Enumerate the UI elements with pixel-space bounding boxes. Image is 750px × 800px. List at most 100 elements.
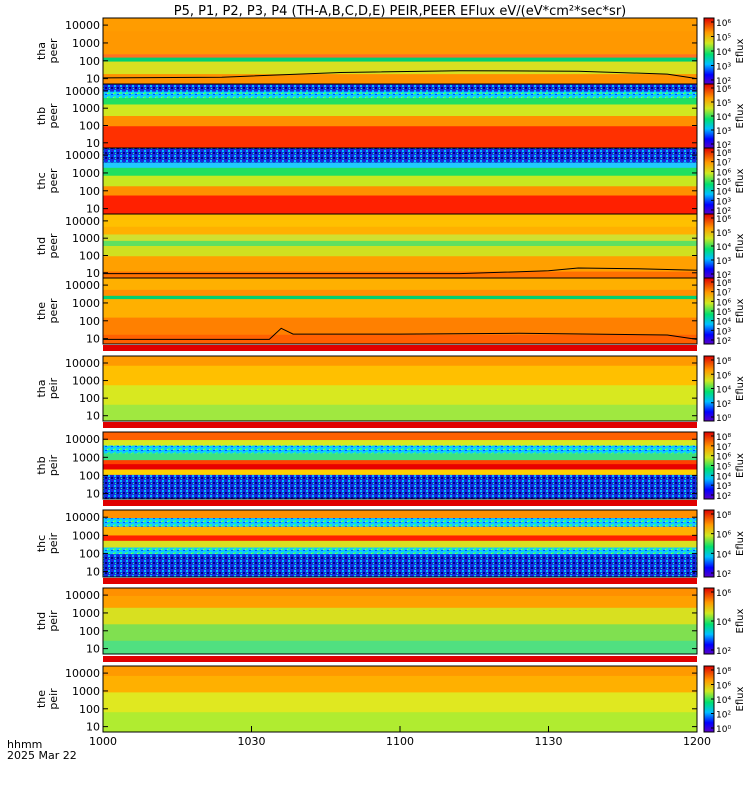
colorbar-tick-label: 10² [716,570,731,580]
colorbar-tick-label: 10³ [716,257,731,267]
colorbar-tick-label: 10⁴ [716,550,731,560]
panel-label-probe: the [35,690,48,708]
spectrogram-band [103,91,697,99]
colorbar-tick-label: 10² [716,647,731,657]
fill-band [103,656,697,662]
panel-label-probe: thc [35,535,48,552]
spectrogram-band [103,148,697,164]
spectrogram-band [103,385,697,406]
x-label-date: 2025 Mar 22 [7,749,77,762]
spectrogram-band [103,31,697,55]
x-tick-label: 1130 [535,735,563,748]
spectrogram-band [103,540,697,549]
colorbar-tick-label: 10⁵ [716,229,731,239]
colorbar-tick-label: 10⁰ [716,414,731,424]
potential-line [103,267,698,275]
x-label-hhmm: hhmm [7,738,42,751]
y-tick-label: 100 [79,625,100,638]
colorbar-tick-label: 10⁵ [716,34,731,44]
spectrogram-band [103,84,697,93]
panel-thc-peer: 10000 1000 100 10 thc peer 10⁸10⁷10⁶10⁵10⁴10³1… [35,147,746,217]
panel-frame [102,355,698,422]
colorbar-label: Eflux [735,453,746,478]
x-axis: 1000 1030 1100 1130 1200 [89,726,711,748]
panel-label-type: peir [47,688,60,710]
colorbar-label: Eflux [735,103,746,128]
y-tick-label: 10000 [65,85,100,98]
spectrogram-band [103,162,697,169]
colorbar-label: Eflux [735,233,746,258]
colorbar-tick-label: 10² [716,141,731,151]
panel-thd-peir: 10000 1000 100 10 thd peir 10⁶ 10⁴ 10² Eflux [35,578,746,657]
colorbar-tick-label: 10⁴ [716,472,731,482]
spectrogram-band [103,547,697,555]
colorbar-tick-label: 10² [716,207,731,217]
spectrogram-band [103,588,697,597]
spectrogram-band [103,167,697,177]
colorbar-tick-label: 10⁸ [716,667,731,677]
y-tick-label: 10 [86,267,100,280]
y-tick-label: 10 [86,410,100,423]
y-tick-label: 10 [86,566,100,579]
colorbar-tick-label: 10⁴ [716,696,731,706]
colorbar-tick-label: 10⁵ [716,463,731,473]
spectrogram-band [103,278,697,291]
y-tick-label: 1000 [72,529,100,542]
y-tick-label: 1000 [72,232,100,245]
panel-label-probe: thb [35,456,48,474]
colorbar-tick-label: 10⁶ [716,371,731,381]
y-tick-label: 10000 [65,215,100,228]
spectrogram-band [103,453,697,461]
spectrogram-band [103,440,697,446]
spectrogram-band [103,195,697,215]
colorbar-tick-label: 10⁷ [716,443,731,453]
spectrogram-band [103,271,697,279]
colorbar-tick-label: 10⁶ [716,589,731,599]
spectrogram-band [103,554,697,578]
panel-label-type: peer [47,298,60,324]
y-tick-label: 1000 [72,607,100,620]
colorbar-tick-label: 10² [716,337,731,347]
spectrogram-band [103,256,697,273]
colorbar-tick-label: 10⁷ [716,159,731,169]
spectrogram-band [103,432,697,441]
colorbar-tick-label: 10⁶ [716,215,731,225]
y-tick-label: 100 [79,185,100,198]
y-tick-label: 10 [86,721,100,734]
y-tick-label: 10 [86,643,100,656]
spectrogram-band [103,289,697,297]
y-tick-label: 10000 [65,667,100,680]
spectrogram-band [103,175,697,187]
spectrogram-band [103,226,697,235]
spectrogram-band [103,675,697,693]
spectrogram-band [103,334,697,345]
spectrogram-band [103,74,697,85]
colorbar-tick-label: 10² [716,400,731,410]
y-tick-label: 1000 [72,451,100,464]
colorbar-tick-label: 10² [716,711,731,721]
panel-label-probe: thd [35,612,48,630]
colorbar-tick-label: 10⁸ [716,511,731,521]
spectrogram-band [103,299,697,319]
spectrogram-band [103,214,697,228]
spectrogram-band [103,186,697,197]
colorbar-label: Eflux [735,686,746,711]
spectrogram-band [103,54,697,59]
y-tick-label: 10000 [65,19,100,32]
colorbar-tick-label: 10⁶ [716,453,731,463]
y-tick-label: 100 [79,469,100,482]
y-tick-label: 10 [86,137,100,150]
colorbar-tick-label: 10⁶ [716,85,731,95]
y-tick-label: 1000 [72,167,100,180]
y-tick-label: 1000 [72,375,100,388]
panel-the-peir: 10000 1000 100 10 the peir 10⁸ 10⁶ 10⁴ 10² 10⁰ Eflu… [35,656,746,735]
colorbar-tick-label: 10⁴ [716,243,731,253]
colorbar-tick-label: 10⁰ [716,725,731,735]
y-tick-label: 10000 [65,357,100,370]
spectrogram-band [103,116,697,127]
panel-label-type: peer [47,233,60,259]
spectrogram-band [103,126,697,149]
spectrogram-band [103,526,697,536]
colorbar [703,509,715,578]
